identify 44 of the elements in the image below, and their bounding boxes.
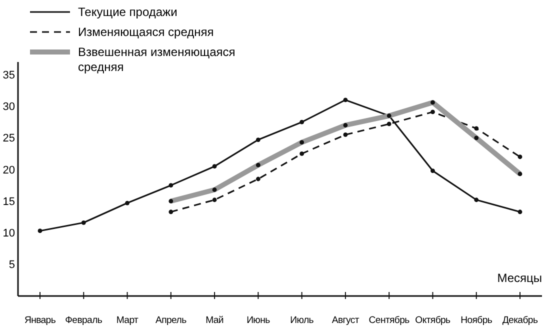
y-tick-label: 20 <box>2 164 15 176</box>
x-tick-label: Август <box>332 315 360 326</box>
x-tick-label: Июль <box>290 315 314 326</box>
point <box>386 114 392 118</box>
point <box>212 164 217 169</box>
point <box>212 198 217 202</box>
y-tick-label: 30 <box>2 101 15 114</box>
x-tick-label: Май <box>206 315 224 326</box>
y-tick-label: 25 <box>2 132 15 145</box>
point <box>343 132 348 137</box>
point <box>125 200 130 206</box>
x-tick-label: Январь <box>24 315 56 326</box>
point <box>168 210 174 214</box>
point <box>38 228 42 234</box>
y-tick-label: 5 <box>8 259 15 272</box>
x-tick-label: Март <box>116 315 140 326</box>
point <box>518 154 522 160</box>
point <box>300 152 304 156</box>
x-tick-label: Февраль <box>65 315 102 326</box>
point <box>343 98 348 102</box>
y-tick-label: 35 <box>2 70 15 82</box>
point <box>518 210 522 214</box>
point <box>168 183 174 188</box>
point <box>300 120 304 124</box>
y-tick-label: 15 <box>2 196 15 208</box>
point <box>430 168 435 173</box>
x-tick-label: Ноябрь <box>460 315 492 326</box>
point <box>430 110 435 114</box>
legend-label: Взвешенная изменяющаяся средняя <box>78 45 236 74</box>
x-tick-label: Октябрь <box>415 315 451 326</box>
x-tick-label: Апрель <box>156 315 187 326</box>
x-tick-label: Декабрь <box>502 315 538 326</box>
point <box>256 138 260 142</box>
legend-label: Изменяющаяся средняя <box>78 25 214 39</box>
legend-label: Текущие продажи <box>78 5 178 19</box>
x-tick-label: Сентябрь <box>368 315 410 326</box>
point <box>386 122 392 126</box>
x-axis-title: Месяцы <box>497 271 542 285</box>
point <box>474 198 479 202</box>
point <box>474 126 479 131</box>
x-tick-label: Июнь <box>246 315 270 326</box>
y-tick-label: 10 <box>2 228 15 240</box>
point <box>256 176 260 182</box>
point <box>81 220 86 225</box>
